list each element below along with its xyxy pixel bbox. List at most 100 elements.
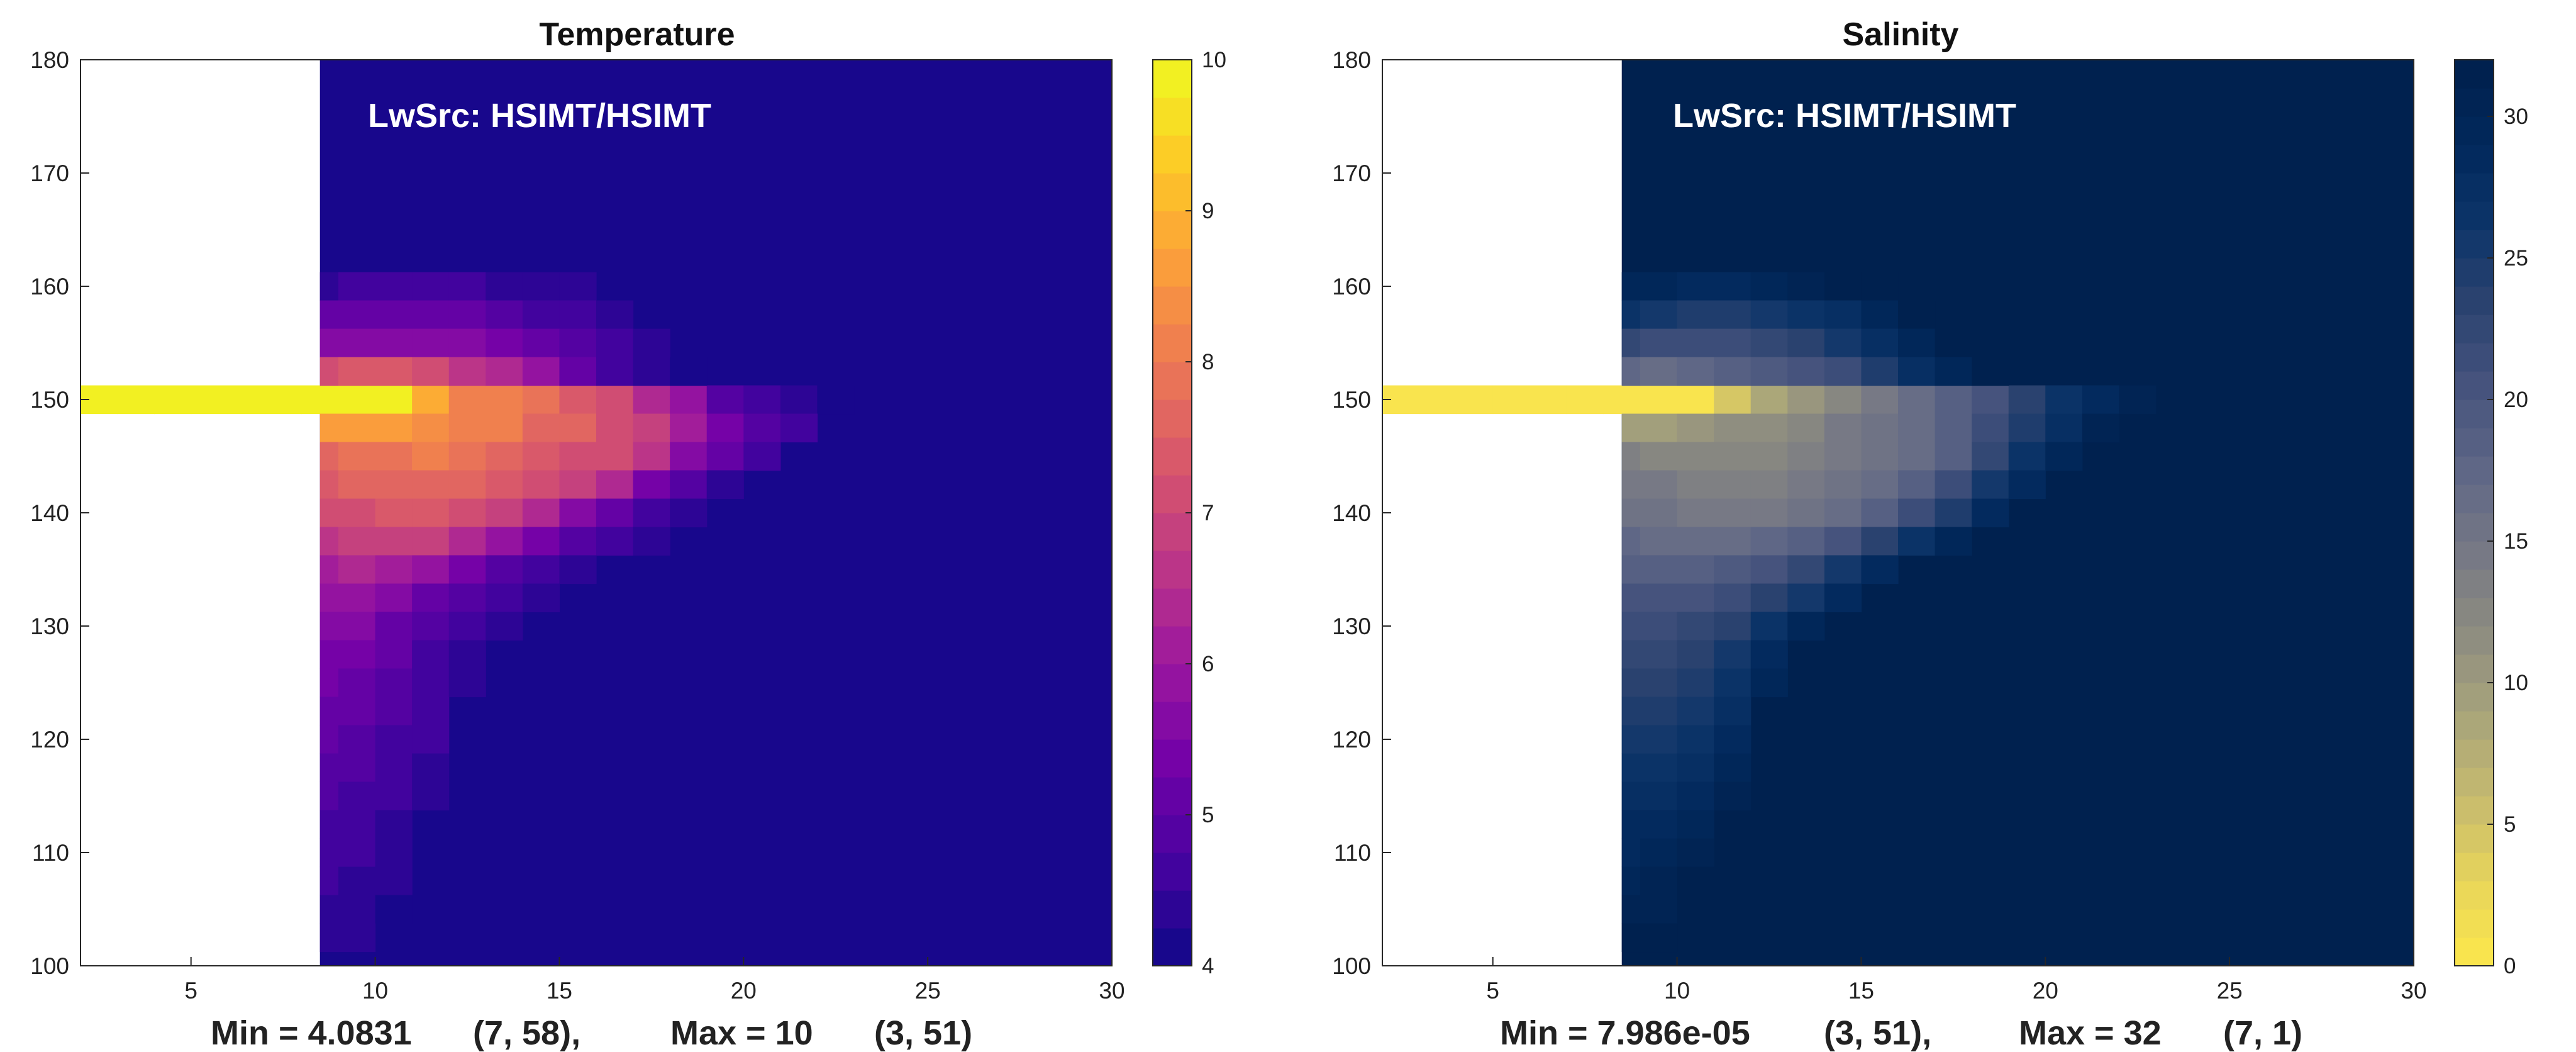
salinity-colorbar-segment: [2455, 145, 2494, 174]
temperature-cell: [559, 470, 597, 500]
salinity-cell: [1750, 583, 1788, 613]
temperature-cell: [375, 895, 413, 924]
temperature-cell: [412, 781, 450, 811]
temperature-cell: [596, 498, 634, 528]
salinity-colorbar-tick-label: 5: [2504, 812, 2516, 837]
salinity-cell: [1861, 498, 1899, 528]
temperature-cell: [522, 272, 560, 301]
temperature-cell: [375, 697, 413, 726]
temperature-cell: [319, 725, 339, 754]
temperature-cell: [375, 612, 413, 641]
salinity-cell: [1972, 470, 2009, 500]
salinity-colorbar-tick-label: 25: [2504, 246, 2528, 271]
salinity-title: Salinity: [1843, 16, 1959, 53]
temperature-cell: [633, 328, 670, 358]
salinity-cell: [1861, 357, 1899, 386]
temperature-cell: [375, 498, 413, 528]
salinity-cell: [1621, 838, 1641, 868]
temperature-cell: [448, 555, 486, 585]
salinity-cell: [1861, 385, 1899, 415]
salinity-cell: [2082, 413, 2120, 443]
temperature-cell: [633, 357, 670, 386]
salinity-cell: [1861, 300, 1899, 330]
temperature-cell: [522, 300, 560, 330]
temperature-cell: [319, 612, 339, 641]
salinity-cell: [1677, 527, 1714, 556]
salinity-cell: [1787, 527, 1825, 556]
temperature-cell: [375, 866, 413, 896]
salinity-x-tick-label: 20: [2033, 978, 2058, 1004]
salinity-cell: [1621, 697, 1641, 726]
salinity-cell: [1714, 442, 1752, 471]
temperature-colorbar-segment: [1153, 286, 1192, 325]
temperature-cell: [375, 725, 413, 754]
temperature-cell: [522, 555, 560, 585]
temperature-cell: [412, 753, 450, 783]
salinity-cell: [1640, 470, 1678, 500]
temperature-cell: [486, 527, 523, 556]
temperature-cell: [338, 442, 376, 471]
temperature-colorbar-segment: [1153, 928, 1192, 966]
temperature-max-label: Max = 10: [670, 1014, 813, 1052]
salinity-colorbar-segment: [2455, 853, 2494, 881]
salinity-cell: [1898, 527, 1936, 556]
salinity-cell: [2008, 385, 2046, 415]
salinity-cell: [1621, 753, 1641, 783]
temperature-x-tick-label: 30: [1099, 978, 1124, 1004]
salinity-cell: [1566, 385, 1604, 415]
salinity-y-tick-label: 150: [1332, 387, 1371, 413]
salinity-cell: [1640, 810, 1678, 839]
temperature-colorbar-segment: [1153, 324, 1192, 362]
salinity-cell: [2045, 413, 2083, 443]
temperature-colorbar-segment: [1153, 551, 1192, 589]
temperature-cell: [338, 527, 376, 556]
salinity-cell: [1935, 442, 1972, 471]
temperature-y-tick-label: 160: [30, 274, 69, 299]
salinity-cell: [2082, 385, 2120, 415]
temperature-heatmap: [80, 60, 1112, 966]
temperature-cell: [817, 385, 855, 415]
salinity-cell: [1898, 413, 1936, 443]
temperature-cell: [522, 470, 560, 500]
salinity-colorbar-segment: [2455, 598, 2494, 627]
temperature-cell: [486, 272, 523, 301]
salinity-cell: [1787, 272, 1825, 301]
salinity-colorbar-segment: [2455, 768, 2494, 797]
salinity-cell: [1898, 385, 1936, 415]
salinity-y-tick-label: 170: [1332, 160, 1371, 186]
salinity-cell: [1677, 300, 1714, 330]
salinity-cell: [1714, 781, 1752, 811]
salinity-cell: [1787, 300, 1825, 330]
temperature-cell: [559, 498, 597, 528]
temperature-cell: [375, 357, 413, 386]
salinity-cell: [1621, 328, 1641, 358]
temperature-x-tick-label: 15: [547, 978, 572, 1004]
temperature-cell: [670, 357, 708, 386]
temperature-colorbar-segment: [1153, 513, 1192, 551]
salinity-cell: [1750, 357, 1788, 386]
temperature-colorbar-segment: [1153, 437, 1192, 476]
temperature-cell: [338, 781, 376, 811]
temperature-cell: [319, 300, 339, 330]
temperature-cell: [338, 923, 376, 953]
salinity-colorbar-segment: [2455, 541, 2494, 570]
temperature-cell: [338, 555, 376, 585]
temperature-y-tick-label: 110: [32, 840, 69, 866]
temperature-cell: [319, 697, 339, 726]
salinity-min-label: Min = 7.986e-05: [1500, 1014, 1750, 1052]
temperature-cell: [448, 442, 486, 471]
temperature-colorbar-segment: [1153, 588, 1192, 627]
temperature-cell: [319, 583, 339, 613]
temperature-cell: [338, 866, 376, 896]
temperature-cell: [559, 300, 597, 330]
temperature-cell: [780, 413, 818, 443]
temperature-cell: [522, 328, 560, 358]
temperature-cell: [338, 272, 376, 301]
temperature-cell: [559, 442, 597, 471]
temperature-cell: [412, 725, 450, 754]
temperature-cell: [412, 413, 450, 443]
temperature-x-tick-label: 5: [184, 978, 197, 1004]
salinity-cell: [1787, 328, 1825, 358]
temperature-cell: [596, 300, 634, 330]
salinity-y-tick-label: 130: [1332, 613, 1371, 639]
